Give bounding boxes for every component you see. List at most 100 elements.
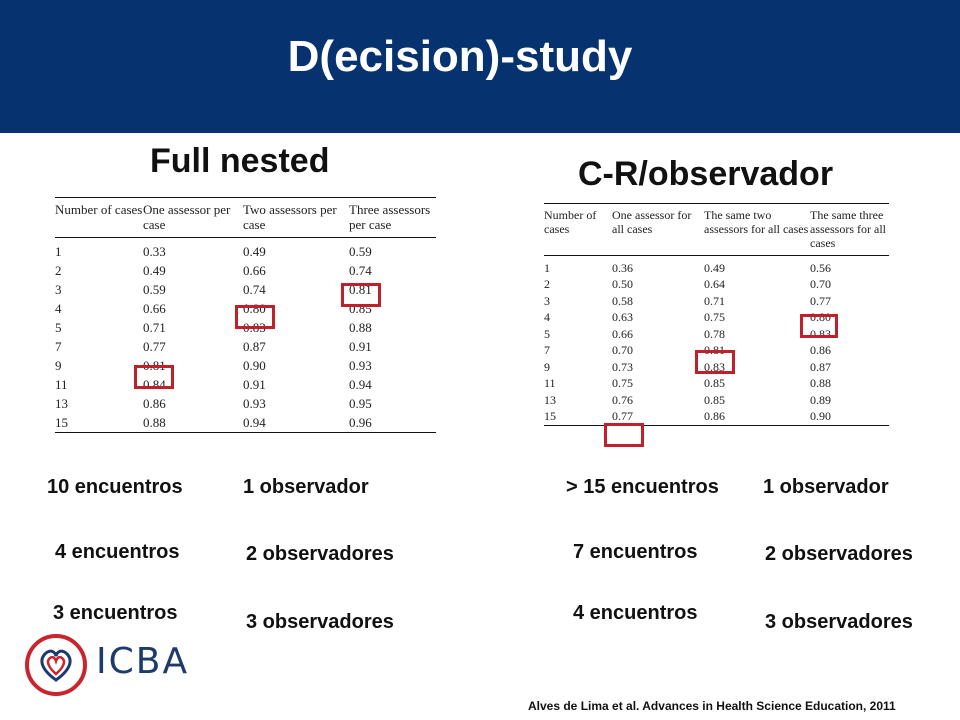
table-cell: 0.70 [810, 277, 831, 292]
caption-encuentros: 4 encuentros [573, 602, 698, 624]
caption-observadores: 2 observadores [246, 543, 394, 565]
table-cell: 0.83 [704, 359, 725, 374]
table-cell: 0.36 [612, 260, 633, 275]
column-header: One assessor per case [143, 197, 243, 238]
table-cell: 15 [55, 413, 143, 433]
caption-observadores: 1 observador [763, 476, 889, 498]
left-heading: Full nested [150, 142, 330, 180]
table-cell: 0.94 [349, 376, 372, 392]
table-cell: 0.87 [243, 338, 266, 354]
table-cell: 13 [544, 392, 556, 407]
table-cell: 0.89 [810, 392, 831, 407]
table-cell: 0.88 [143, 413, 243, 433]
table-cell: 0.76 [612, 392, 633, 407]
table-cell: 0.66 [243, 262, 266, 278]
table-cell: 0.66 [612, 326, 633, 341]
table-cell: 2 [544, 277, 550, 292]
column-header: The same two assessors for all cases [704, 203, 810, 256]
table-cell: 0.91 [349, 338, 372, 354]
caption-encuentros: > 15 encuentros [566, 476, 719, 498]
highlight-box [341, 283, 381, 307]
table-cell: 0.90 [810, 408, 889, 426]
table-cell: 0.88 [349, 319, 372, 335]
citation: Alves de Lima et al. Advances in Health … [528, 699, 896, 713]
table-cell: 0.93 [349, 357, 372, 373]
table-row: 5 0.71 0.83 0.88 [55, 318, 436, 337]
table-row: 15 0.88 0.94 0.96 [55, 413, 436, 433]
table-cell: 0.95 [349, 395, 372, 411]
table-cell: 0.73 [612, 359, 633, 374]
table-cell: 15 [544, 408, 612, 426]
table-cell: 2 [55, 262, 62, 278]
table-cell: 0.49 [243, 243, 266, 259]
table-cell: 0.90 [243, 357, 266, 373]
table-cell: 0.74 [243, 281, 266, 297]
table-row: 1 0.33 0.49 0.59 [55, 238, 436, 262]
caption-observadores: 3 observadores [765, 611, 913, 633]
table-cell: 0.59 [143, 281, 166, 297]
caption-observadores: 3 observadores [246, 611, 394, 633]
table-cell: 0.93 [243, 395, 266, 411]
table-cell: 4 [55, 300, 62, 316]
table-cell: 0.74 [349, 262, 372, 278]
caption-encuentros: 7 encuentros [573, 541, 698, 563]
table-cell: 0.78 [704, 326, 725, 341]
icba-logo-icon [25, 634, 87, 696]
table-row: 4 0.63 0.75 0.80 [544, 310, 889, 327]
full-nested-table: Number of cases One assessor per case Tw… [55, 197, 436, 433]
table-cell: 0.85 [704, 376, 725, 391]
column-header: One assessor for all cases [612, 203, 704, 256]
table-cell: 0.71 [704, 293, 725, 308]
highlight-box [695, 350, 735, 374]
table-row: 9 0.81 0.90 0.93 [55, 356, 436, 375]
table-cell: 11 [55, 376, 68, 392]
column-header: Number of cases [544, 203, 612, 256]
table-cell: 0.33 [143, 243, 166, 259]
table-cell: 0.71 [143, 319, 166, 335]
table-cell: 0.66 [143, 300, 166, 316]
table-cell: 1 [544, 260, 550, 275]
table-row: 9 0.73 0.83 0.87 [544, 359, 889, 376]
table-cell: 0.94 [243, 413, 349, 433]
column-header: Number of cases [55, 197, 143, 238]
table-cell: 0.80 [243, 300, 266, 316]
table-row: 2 0.50 0.64 0.70 [544, 277, 889, 294]
table-cell: 4 [544, 310, 550, 325]
table-cell: 0.87 [810, 359, 831, 374]
table-cell: 0.80 [810, 310, 831, 325]
right-heading: C-R/observador [578, 155, 834, 193]
table-cell: 0.86 [143, 395, 166, 411]
table-cell: 3 [544, 293, 550, 308]
caption-encuentros: 4 encuentros [55, 541, 180, 563]
table-cell: 13 [55, 395, 68, 411]
table-cell: 0.77 [612, 408, 704, 426]
table-row: 11 0.75 0.85 0.88 [544, 376, 889, 393]
table-cell: 9 [55, 357, 62, 373]
table-cell: 7 [544, 343, 550, 358]
table-cell: 0.59 [349, 243, 372, 259]
caption-observadores: 2 observadores [765, 543, 913, 565]
table-row: 3 0.58 0.71 0.77 [544, 293, 889, 310]
header-banner [0, 0, 960, 133]
table-cell: 0.88 [810, 376, 831, 391]
highlight-box [134, 365, 174, 389]
table-row: 15 0.77 0.86 0.90 [544, 408, 889, 426]
table-row: 7 0.77 0.87 0.91 [55, 337, 436, 356]
table-cell: 0.86 [810, 343, 831, 358]
column-header: Two assessors per case [243, 197, 349, 238]
table-cell: 7 [55, 338, 62, 354]
caption-observadores: 1 observador [243, 476, 369, 498]
table-row: 13 0.76 0.85 0.89 [544, 392, 889, 409]
table-cell: 0.58 [612, 293, 633, 308]
table-cell: 11 [544, 376, 556, 391]
column-header: Three assessors per case [349, 197, 436, 238]
table-cell: 0.49 [143, 262, 166, 278]
table-cell: 5 [544, 326, 550, 341]
table-cell: 0.77 [810, 293, 831, 308]
table-row: 11 0.84 0.91 0.94 [55, 375, 436, 394]
table-cell: 0.77 [143, 338, 166, 354]
table-cell: 0.64 [704, 277, 725, 292]
table-cell: 0.49 [704, 260, 725, 275]
logo-text: ICBA [96, 641, 190, 682]
column-header: The same three assessors for all cases [810, 203, 889, 256]
